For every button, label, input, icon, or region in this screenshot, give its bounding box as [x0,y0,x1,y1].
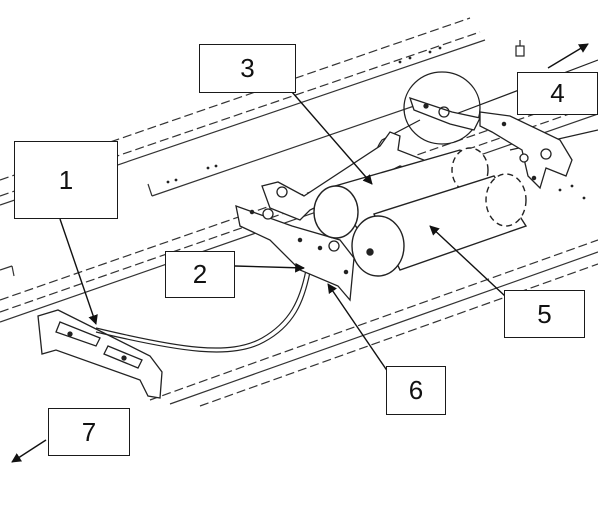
callout-label: 3 [240,53,255,83]
valve-fitting [515,40,525,57]
left-bracket [37,309,163,399]
rear-bracket [479,111,573,190]
callout-label: 5 [537,298,552,329]
callout-label: 1 [58,164,74,195]
callout-3: 3 [199,44,296,93]
callout-label: 6 [408,375,424,405]
callout-label: 4 [550,78,565,108]
callout-6: 6 [386,366,446,415]
lower-air-tank [351,173,528,277]
callout-1: 1 [14,141,118,219]
rail-rivets [166,46,586,200]
callout-7: 7 [48,408,130,456]
leader-lines [11,43,589,463]
detail-circle [403,71,481,145]
callout-5: 5 [504,290,585,338]
front-mount-plate [235,205,355,302]
callout-label: 2 [192,259,208,289]
callout-4: 4 [517,72,598,115]
callout-2: 2 [165,251,235,298]
callout-label: 7 [81,416,97,447]
